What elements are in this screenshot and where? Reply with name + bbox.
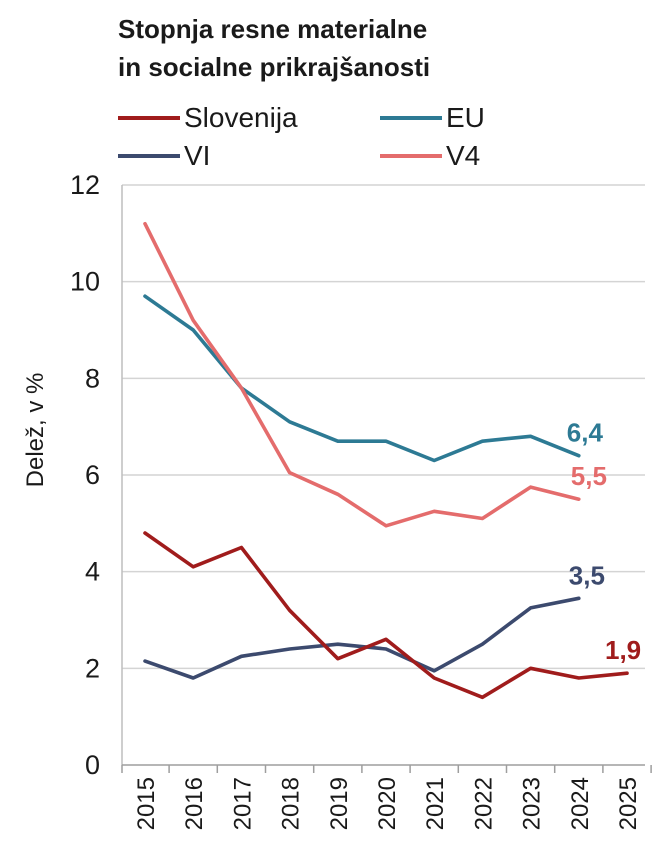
x-tick-label-2020: 2020 xyxy=(374,777,401,830)
legend-item-slovenija: Slovenija xyxy=(118,100,298,136)
series-line-vi xyxy=(143,596,581,680)
end-label-v4: 5,5 xyxy=(571,461,607,491)
chart-title-line-2: in socialne prikrajšanosti xyxy=(118,52,431,82)
series-line-v4 xyxy=(143,221,581,528)
y-tick-label-0: 0 xyxy=(85,750,100,780)
legend-item-v4: V4 xyxy=(380,138,480,174)
x-tick-label-2017: 2017 xyxy=(229,777,256,830)
x-tick-label-2015: 2015 xyxy=(133,777,160,830)
series-line-eu xyxy=(143,294,581,463)
legend-label-eu: EU xyxy=(446,102,485,133)
legend-swatch-vi xyxy=(118,154,180,158)
series-line-slovenija xyxy=(143,531,629,700)
legend-label-slovenija: Slovenija xyxy=(184,102,298,133)
end-label-vi: 3,5 xyxy=(569,560,605,590)
x-tick-label-2024: 2024 xyxy=(567,777,594,830)
x-tick-label-2022: 2022 xyxy=(470,777,497,830)
end-label-eu: 6,4 xyxy=(567,418,604,448)
x-tick-label-2025: 2025 xyxy=(615,777,642,830)
y-tick-label-2: 2 xyxy=(85,653,100,683)
x-tick-label-2019: 2019 xyxy=(326,777,353,830)
legend-item-vi: VI xyxy=(118,138,210,174)
y-tick-label-6: 6 xyxy=(85,460,100,490)
y-tick-label-10: 10 xyxy=(70,267,100,297)
chart-title-line-1: Stopnja resne materialne xyxy=(118,14,428,44)
legend-swatch-slovenija xyxy=(118,116,180,120)
chart-title: Stopnja resne materialne in socialne pri… xyxy=(118,10,618,86)
y-tick-label-8: 8 xyxy=(85,363,100,393)
legend-label-v4: V4 xyxy=(446,140,481,171)
end-label-slovenija: 1,9 xyxy=(605,635,641,665)
legend-swatch-v4 xyxy=(380,154,442,158)
x-tick-label-2016: 2016 xyxy=(181,777,208,830)
y-tick-label-4: 4 xyxy=(85,557,100,587)
x-tick-label-2018: 2018 xyxy=(278,777,305,830)
y-tick-label-12: 12 xyxy=(70,170,100,200)
legend: Slovenija EU VI V4 xyxy=(118,98,638,178)
x-tick-label-2023: 2023 xyxy=(519,777,546,830)
legend-swatch-eu xyxy=(380,116,442,120)
legend-item-eu: EU xyxy=(380,100,485,136)
x-tick-label-2021: 2021 xyxy=(422,777,449,830)
legend-label-vi: VI xyxy=(184,140,211,171)
